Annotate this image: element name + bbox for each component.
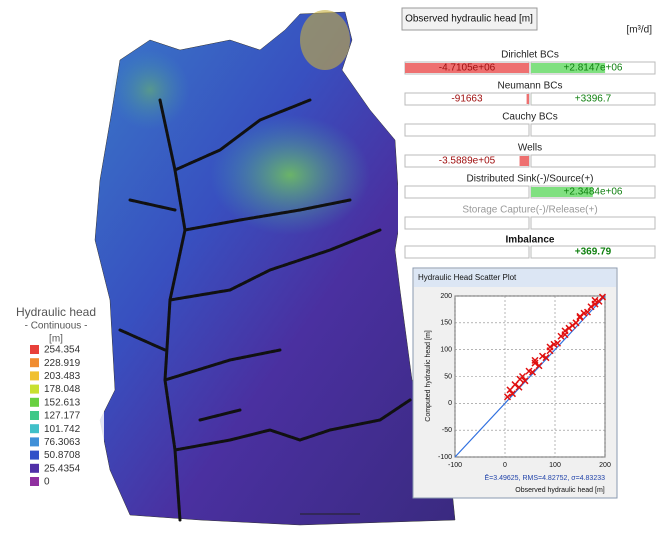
out-bar [520, 156, 529, 166]
legend-label: 76.3063 [44, 437, 81, 448]
legend-label: 25.4354 [44, 463, 81, 474]
scatter-window: Hydraulic Head Scatter Plot Ē=3.49625, R… [413, 268, 617, 498]
in-value: +2.8147e+06 [564, 63, 623, 74]
legend-swatch [30, 345, 39, 354]
legend-swatch [30, 437, 39, 446]
x-tick-label: 100 [549, 462, 561, 469]
legend-label: 203.483 [44, 371, 81, 382]
imbalance-label: Imbalance [506, 235, 555, 246]
imbalance-value: +369.79 [575, 247, 612, 258]
window-title: Hydraulic Head Scatter Plot [418, 273, 517, 282]
legend-unit: [m] [49, 334, 63, 345]
in-value: +2.3484e+06 [564, 187, 623, 198]
legend-label: 152.613 [44, 397, 81, 408]
cell [405, 124, 529, 136]
row-label: Distributed Sink(-)/Source(+) [467, 174, 594, 185]
legend-swatch [30, 464, 39, 473]
out-value: -4.7105e+06 [439, 63, 496, 74]
x-tick-label: -100 [448, 462, 462, 469]
cell [405, 217, 529, 229]
row-label: Neumann BCs [497, 81, 562, 92]
row-label: Cauchy BCs [502, 112, 558, 123]
x-axis-label: Observed hydraulic head [m] [515, 487, 605, 494]
legend-swatch [30, 411, 39, 420]
legend-label: 50.8708 [44, 450, 81, 461]
y-tick-label: 0 [448, 400, 452, 407]
unit-label: [m³/d] [626, 25, 652, 36]
y-tick-label: -50 [442, 427, 452, 434]
button-label: Observed hydraulic head [m] [405, 14, 533, 25]
out-value: -3.5889e+05 [439, 156, 496, 167]
row-label: Storage Capture(-)/Release(+) [462, 205, 597, 216]
legend-label: 228.919 [44, 358, 81, 369]
legend-label: 178.048 [44, 384, 81, 395]
cell [405, 186, 529, 198]
out-value: -91663 [451, 94, 483, 105]
x-tick-label: 0 [503, 462, 507, 469]
y-axis-label: Computed hydraulic head [m] [425, 330, 432, 421]
y-tick-label: 150 [440, 320, 452, 327]
screen: Hydraulic head - Continuous - [m] 254.35… [0, 0, 657, 530]
cell [531, 124, 655, 136]
row-label: Dirichlet BCs [501, 50, 559, 61]
legend-swatch [30, 358, 39, 367]
cell [405, 246, 529, 258]
legend-label: 254.354 [44, 345, 81, 356]
cell [531, 217, 655, 229]
out-bar [527, 94, 529, 104]
legend-swatch [30, 477, 39, 486]
legend-swatch [30, 398, 39, 407]
y-tick-label: 200 [440, 293, 452, 300]
stats: Ē=3.49625, RMS=4.82752, σ=4.83233 [485, 474, 606, 482]
legend-swatch [30, 424, 39, 433]
legend-label: 0 [44, 477, 50, 488]
in-value: +3396.7 [575, 94, 612, 105]
y-tick-label: 50 [444, 373, 452, 380]
row-label: Wells [518, 143, 542, 154]
budget-panel: Observed hydraulic head [m] [m³/d] Diric… [398, 6, 657, 264]
cell [531, 155, 655, 167]
legend-label: 127.177 [44, 411, 81, 422]
legend-subtitle: - Continuous - [25, 321, 88, 332]
legend-swatch [30, 385, 39, 394]
legend-title: Hydraulic head [16, 305, 96, 319]
y-tick-label: -100 [438, 454, 452, 461]
legend-swatch [30, 451, 39, 460]
legend-label: 101.742 [44, 424, 81, 435]
legend-swatch [30, 371, 39, 380]
x-tick-label: 200 [599, 462, 611, 469]
y-tick-label: 100 [440, 347, 452, 354]
legend: Hydraulic head - Continuous - [m] 254.35… [8, 302, 104, 494]
